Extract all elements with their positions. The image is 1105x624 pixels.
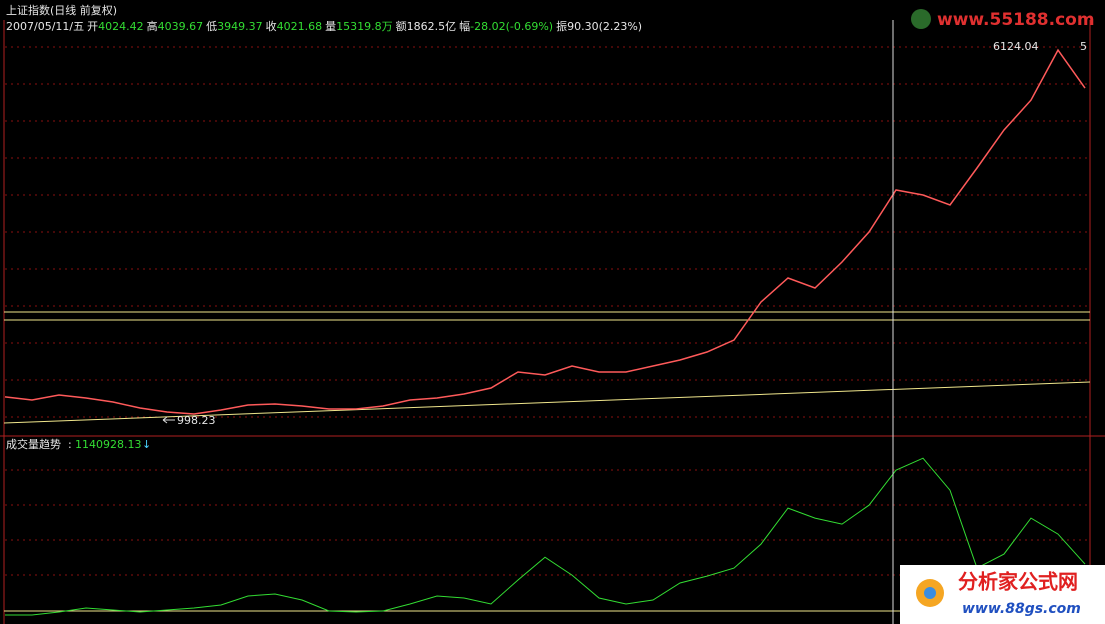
price-line — [4, 48, 1086, 415]
quote-value: 90.30(2.23%) — [567, 20, 642, 33]
indicator-value: 1140928.13 — [75, 438, 141, 451]
quote-label: 幅 — [459, 20, 470, 33]
quote-label: 低 — [206, 20, 217, 33]
low-annotation: 998.23 — [177, 414, 216, 427]
quote-value: 3949.37 — [217, 20, 263, 33]
quote-label: 额 — [396, 20, 407, 33]
brand-url: www.88gs.com — [962, 601, 1081, 617]
quote-label: 量 — [325, 20, 336, 33]
chart-title: 上证指数(日线 前复权) — [6, 3, 117, 17]
brand-name: 分析家公式网 — [958, 570, 1078, 594]
date: 2007/05/11/五 — [6, 20, 84, 33]
indicator-line — [5, 457, 1086, 616]
quote-value: 4021.68 — [277, 20, 323, 33]
quote-label: 收 — [266, 19, 277, 33]
watermark-top: www.55188.com — [911, 9, 1095, 30]
low-arrow — [162, 416, 175, 424]
quote-value: 1862.5亿 — [407, 20, 457, 33]
quote-value: 4024.42 — [98, 20, 144, 33]
quote-label: 高 — [147, 19, 158, 33]
trend-line — [3, 381, 1091, 424]
quote-value: 15319.8万 — [336, 20, 393, 33]
colon: : — [68, 438, 72, 451]
quote-label: 开 — [87, 20, 98, 33]
flower-center — [924, 587, 936, 599]
watermark-bottom: 分析家公式网 www.88gs.com — [900, 565, 1105, 624]
high-annotation: 6124.04 — [993, 40, 1039, 53]
site-url: www.55188.com — [937, 10, 1095, 30]
quote-value: 4039.67 — [158, 20, 204, 33]
logo — [911, 9, 931, 29]
annotation: 5 — [1080, 40, 1087, 53]
indicator-name: 成交量趋势 — [6, 437, 61, 451]
grid — [5, 46, 1090, 576]
quote-line: 2007/05/11/五 开4024.42 高4039.67 低3949.37 收402… — [6, 19, 642, 33]
quote-value: -28.02(-0.69%) — [470, 20, 553, 33]
down-arrow: ↓ — [142, 438, 151, 451]
quote-label: 振 — [556, 19, 567, 33]
